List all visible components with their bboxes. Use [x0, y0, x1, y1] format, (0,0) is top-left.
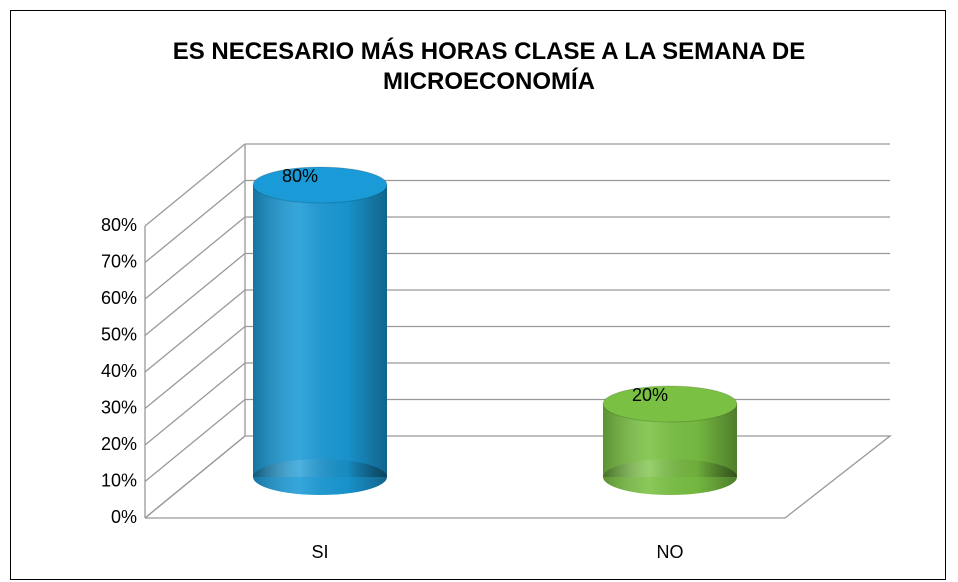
y-tick-label: 60% — [101, 288, 137, 308]
grid-line-side — [144, 398, 246, 483]
grid-line-side — [144, 362, 246, 446]
grid-line-side — [144, 179, 246, 264]
y-tick-label: 70% — [101, 251, 137, 271]
chart-frame — [10, 10, 946, 580]
y-tick-label: 10% — [101, 470, 137, 490]
data-label: 80% — [282, 166, 318, 186]
y-tick-label: 40% — [101, 361, 137, 381]
x-tick-label: NO — [657, 542, 684, 562]
grid-line-side — [144, 325, 246, 410]
cylinder-top — [602, 385, 738, 423]
grid-line-side — [144, 143, 246, 227]
x-tick-label: SI — [311, 542, 328, 562]
y-tick-label: 50% — [101, 324, 137, 344]
grid-line-side — [144, 289, 246, 373]
y-tick-label: 30% — [101, 397, 137, 417]
grid-line-side — [144, 216, 246, 300]
y-tick-label: 80% — [101, 215, 137, 235]
y-tick-label: 0% — [111, 507, 137, 527]
chart-title: ES NECESARIO MÁS HORAS CLASE A LA SEMANA… — [172, 38, 806, 95]
grid-line-side — [144, 252, 246, 337]
cylinder-top — [252, 166, 388, 204]
grid-line-side — [144, 435, 246, 519]
y-tick-label: 20% — [101, 434, 137, 454]
data-label: 20% — [632, 385, 668, 405]
cylinder-shading — [253, 185, 387, 477]
